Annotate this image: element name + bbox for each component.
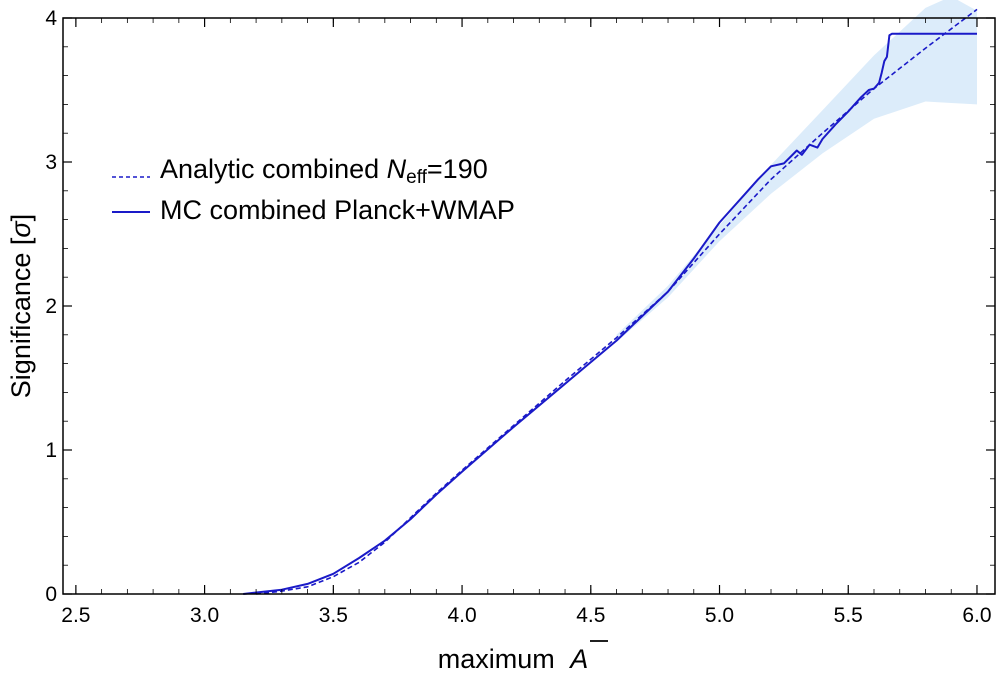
y-tick-label: 4 (45, 7, 57, 30)
series-line-mc (243, 32, 977, 595)
x-tick-label: 2.5 (61, 604, 90, 627)
legend-analytic-prefix: Analytic combined (160, 154, 387, 184)
x-axis-ticks: 2.5 3.0 3.5 4.0 4.5 5.0 5.5 6.0 (61, 18, 992, 627)
x-axis-title-text: maximum (438, 644, 555, 674)
uncertainty-band (616, 0, 977, 342)
y-axis-title-close: ] (6, 214, 36, 222)
y-axis-ticks: 0 1 2 3 4 (45, 7, 995, 606)
x-tick-label: 5.0 (705, 604, 734, 627)
y-tick-label: 0 (45, 583, 57, 606)
series-line-analytic (256, 8, 978, 595)
x-tick-label: 6.0 (962, 604, 991, 627)
y-tick-label: 1 (45, 439, 57, 462)
x-tick-label: 4.5 (576, 604, 605, 627)
x-axis-title: maximum A (438, 644, 589, 674)
x-tick-label: 3.0 (190, 604, 219, 627)
band-layer (616, 0, 977, 342)
series-layer (243, 8, 978, 595)
legend: Analytic combined Neff=190 MC combined P… (112, 154, 515, 225)
y-tick-label: 3 (45, 151, 57, 174)
legend-label-analytic: Analytic combined Neff=190 (160, 154, 488, 188)
y-tick-label: 2 (45, 295, 57, 318)
legend-analytic-var: N (387, 154, 407, 184)
legend-analytic-suffix: =190 (427, 154, 488, 184)
y-axis-title-symbol: σ (6, 220, 36, 238)
x-tick-label: 3.5 (319, 604, 348, 627)
legend-label-mc: MC combined Planck+WMAP (160, 195, 515, 225)
x-axis-title-symbol: A (568, 644, 588, 674)
x-tick-label: 4.0 (447, 604, 476, 627)
x-tick-label: 5.5 (834, 604, 863, 627)
y-axis-title-text: Significance [ (6, 237, 36, 398)
legend-analytic-sub: eff (406, 167, 428, 188)
y-axis-title: Significance [σ] (6, 214, 36, 398)
